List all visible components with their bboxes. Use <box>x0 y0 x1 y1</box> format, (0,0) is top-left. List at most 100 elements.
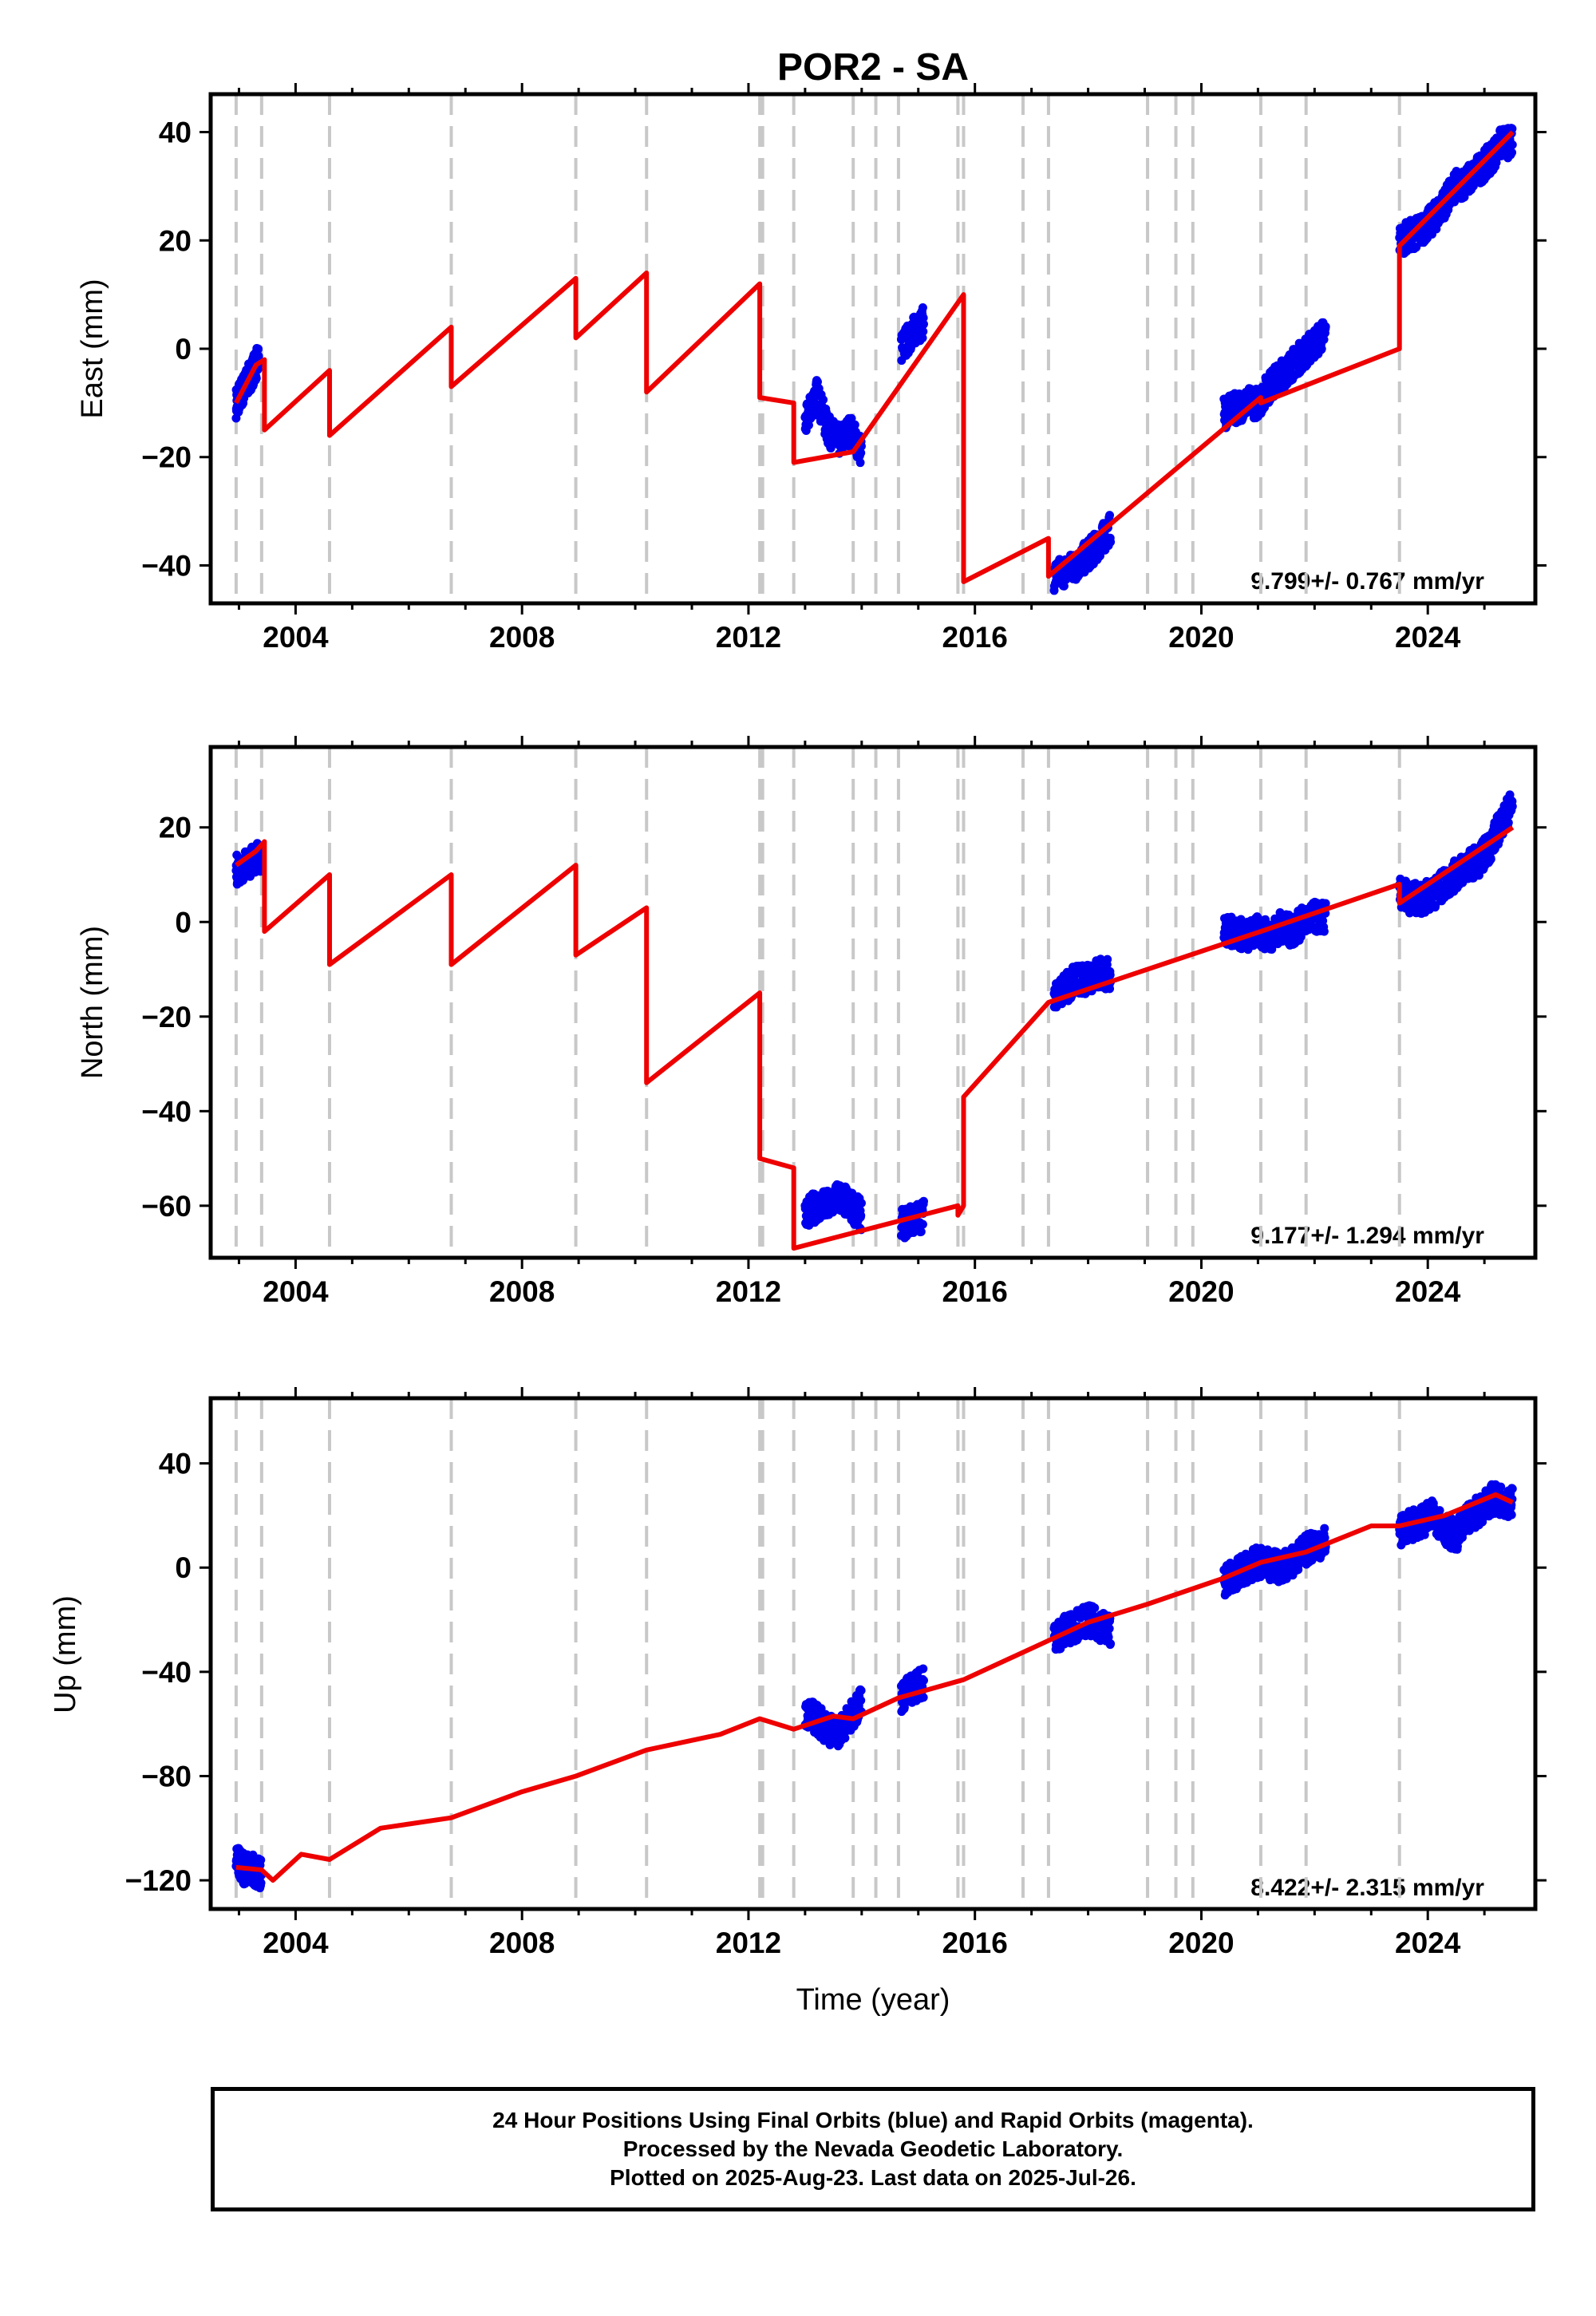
up-data-point <box>1320 1533 1329 1543</box>
east-axis-label: East (mm) <box>76 279 109 418</box>
north-data-point <box>1503 818 1513 828</box>
north-data-point <box>1319 927 1329 936</box>
east-data-point <box>918 326 928 336</box>
east-x-tick-label: 2024 <box>1395 621 1461 654</box>
up-data-point <box>1104 1632 1113 1642</box>
east-data-point <box>856 448 866 457</box>
east-x-tick-label: 2008 <box>489 621 555 654</box>
north-data-point <box>856 1211 866 1220</box>
east-model-line <box>234 130 1515 584</box>
footer-box: 24 Hour Positions Using Final Orbits (bl… <box>211 2087 1535 2211</box>
east-y-tick-label: 40 <box>159 117 192 149</box>
up-x-tick-label: 2004 <box>263 1927 329 1959</box>
north-y-tick-label: −20 <box>141 1001 192 1034</box>
up-data-point <box>256 1856 266 1865</box>
north-x-tick-label: 2016 <box>942 1275 1008 1308</box>
east-data-point <box>251 373 261 383</box>
up-data-point <box>1294 1565 1303 1575</box>
east-data-point <box>855 458 865 468</box>
footer-line-3: Plotted on 2025-Aug-23. Last data on 202… <box>610 2165 1136 2190</box>
up-x-tick-label: 2016 <box>942 1927 1008 1959</box>
east-y-tick-label: −40 <box>141 549 192 582</box>
north-data-point <box>1105 970 1115 980</box>
north-plot-area <box>231 747 1517 1258</box>
east-data-point <box>1507 148 1517 157</box>
east-data-point <box>850 420 859 429</box>
up-data-point <box>918 1664 928 1674</box>
up-y-tick-label: 0 <box>175 1551 192 1584</box>
up-data-point <box>1507 1510 1516 1520</box>
north-data-point <box>1105 984 1115 994</box>
east-plot-area <box>231 94 1517 603</box>
north-plot-frame <box>208 745 1538 1260</box>
up-data-point <box>1090 1603 1100 1613</box>
north-y-tick-label: −40 <box>141 1095 192 1128</box>
east-data-point <box>819 395 828 405</box>
up-data-point <box>840 1733 850 1743</box>
up-x-tick-label: 2020 <box>1168 1927 1234 1959</box>
east-data-point <box>812 377 822 386</box>
north-data-point <box>916 1227 926 1236</box>
north-model-line <box>235 825 1515 1251</box>
east-data-point <box>918 303 927 313</box>
east-data-point <box>1321 322 1330 331</box>
north-x-tick-label: 2024 <box>1395 1275 1461 1308</box>
up-data-point <box>1496 1482 1506 1492</box>
up-axis-label: Up (mm) <box>49 1595 82 1713</box>
figure-title: POR2 - SA <box>777 46 969 89</box>
east-x-tick-label: 2012 <box>716 621 781 654</box>
north-x-tick-label: 2020 <box>1168 1275 1234 1308</box>
up-plot-area <box>231 1398 1517 1909</box>
up-data-point <box>1104 1624 1114 1634</box>
east-data-point <box>1106 537 1116 547</box>
up-data-point <box>1320 1524 1329 1533</box>
up-y-tick-label: −80 <box>141 1760 192 1792</box>
north-data-point <box>1486 855 1495 864</box>
east-panel: East (mm) 9.799+/- 0.767 mm/yr 2004 2008 2… <box>76 83 1547 654</box>
x-axis-label: Time (year) <box>796 1983 950 2017</box>
east-data-point <box>1319 335 1329 345</box>
north-data-point <box>1103 954 1112 964</box>
east-x-tick-label: 2020 <box>1168 621 1234 654</box>
up-data-point <box>856 1686 866 1695</box>
north-data-point <box>1321 899 1330 908</box>
east-y-tick-label: 0 <box>175 333 192 366</box>
east-data-point <box>918 333 927 342</box>
east-data-point <box>918 313 928 322</box>
east-data-point <box>1507 140 1517 149</box>
up-rate-label: 8.422+/- 2.315 mm/yr <box>1250 1875 1484 1901</box>
up-data-point <box>856 1696 866 1705</box>
up-x-tick-label: 2012 <box>716 1927 781 1959</box>
north-x-tick-label: 2012 <box>716 1275 781 1308</box>
east-data-point <box>1317 344 1326 354</box>
up-data-point <box>918 1676 928 1686</box>
north-panel: North (mm) 9.177+/- 1.294 mm/yr 2004 2008… <box>76 736 1547 1308</box>
east-y-tick-label: 20 <box>159 224 192 257</box>
east-data-point <box>1105 511 1115 520</box>
east-data-point <box>1507 124 1517 133</box>
north-y-tick-label: −60 <box>141 1190 192 1223</box>
north-data-point <box>1507 801 1517 811</box>
footer-line-2: Processed by the Nevada Geodetic Laborat… <box>622 2136 1124 2161</box>
east-x-tick-label: 2004 <box>263 621 329 654</box>
up-data-point <box>1435 1506 1444 1516</box>
east-plot-frame <box>208 92 1538 606</box>
up-plot-frame <box>208 1396 1538 1911</box>
footer-line-1: 24 Hour Positions Using Final Orbits (bl… <box>492 2108 1254 2132</box>
north-x-tick-label: 2004 <box>263 1275 329 1308</box>
up-x-tick-label: 2024 <box>1395 1927 1461 1959</box>
east-data-point <box>918 319 928 329</box>
east-rate-label: 9.799+/- 0.767 mm/yr <box>1250 568 1484 595</box>
north-axis-label: North (mm) <box>76 926 109 1079</box>
up-data-point <box>256 1878 266 1887</box>
north-data-point <box>918 1219 927 1229</box>
north-rate-label: 9.177+/- 1.294 mm/yr <box>1250 1223 1484 1249</box>
up-model-line <box>235 1492 1514 1883</box>
east-x-tick-label: 2016 <box>942 621 1008 654</box>
up-panel: Up (mm) 8.422+/- 2.315 mm/yr 2004 2008 201… <box>49 1387 1547 1959</box>
up-data-point <box>1507 1484 1517 1494</box>
north-data-point <box>1431 900 1440 910</box>
north-data-point <box>856 1199 866 1208</box>
east-data-point <box>254 344 263 354</box>
